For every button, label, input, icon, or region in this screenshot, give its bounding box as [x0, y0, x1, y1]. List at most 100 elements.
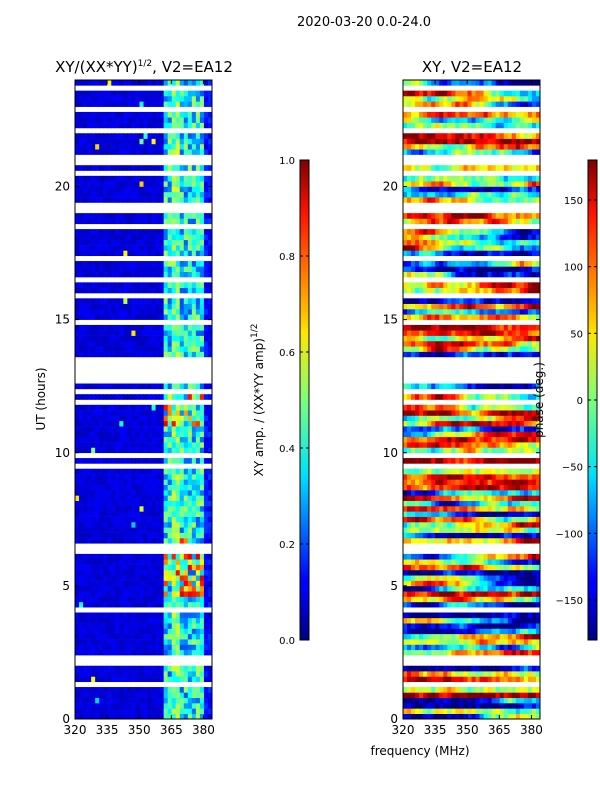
right-heatmap-cell: [511, 394, 517, 400]
left-heatmap-cell: [191, 298, 197, 304]
left-heatmap-cell: [175, 175, 181, 182]
left-heatmap-cell: [151, 149, 156, 155]
right-heatmap-cell: [527, 612, 533, 619]
left-heatmap-cell: [187, 692, 193, 699]
left-heatmap-cell: [195, 197, 201, 203]
right-heatmap-cell: [407, 687, 412, 693]
left-heatmap-cell: [135, 601, 140, 608]
left-heatmap-cell: [103, 186, 108, 193]
right-heatmap-cell: [455, 431, 460, 438]
left-heatmap-cell: [87, 474, 92, 480]
left-heatmap-cell: [183, 133, 189, 139]
right-heatmap-cell: [455, 474, 460, 480]
left-heatmap-cell: [111, 191, 116, 198]
right-heatmap-cell: [515, 671, 521, 677]
left-heatmap-cell: [143, 697, 148, 704]
right-heatmap-cell: [455, 591, 460, 597]
right-heatmap-cell: [483, 458, 489, 464]
left-heatmap-cell: [147, 511, 152, 517]
left-heatmap-cell: [151, 218, 156, 225]
right-heatmap-cell: [475, 713, 480, 720]
right-heatmap-cell: [515, 575, 521, 581]
left-heatmap-cell: [155, 101, 161, 107]
left-heatmap-cell: [147, 649, 152, 656]
right-heatmap-cell: [503, 644, 509, 651]
left-heatmap-cell: [99, 490, 104, 496]
left-heatmap-cell: [79, 500, 84, 507]
left-heatmap-cell: [175, 676, 181, 683]
left-heatmap-cell: [143, 580, 148, 587]
left-heatmap-cell: [155, 303, 161, 310]
right-heatmap-cell: [419, 559, 424, 565]
right-heatmap-cell: [531, 623, 537, 629]
left-heatmap-cell: [207, 713, 213, 720]
left-heatmap-cell: [175, 80, 181, 86]
right-heatmap-cell: [435, 447, 440, 454]
left-heatmap-cell: [107, 458, 112, 464]
left-heatmap-cell: [183, 521, 189, 528]
left-heatmap-cell: [91, 479, 96, 486]
left-heatmap-cell: [119, 468, 124, 475]
left-heatmap-cell: [151, 415, 156, 422]
right-heatmap-cell: [511, 431, 517, 438]
right-heatmap-cell: [451, 420, 456, 427]
left-heatmap-cell: [139, 351, 144, 358]
right-heatmap-cell: [411, 703, 416, 709]
left-heatmap-cell: [107, 474, 112, 480]
left-heatmap-cell: [179, 612, 185, 619]
left-heatmap-cell: [187, 500, 193, 507]
right-heatmap-cell: [403, 442, 408, 448]
left-heatmap-cell: [99, 639, 104, 645]
left-x-tick-label: 320: [64, 723, 87, 737]
right-heatmap-cell: [523, 575, 529, 581]
left-heatmap-cell: [107, 133, 112, 139]
left-heatmap-cell: [179, 410, 185, 416]
left-heatmap-cell: [183, 410, 189, 416]
left-heatmap-cell: [147, 617, 152, 624]
left-heatmap-cell: [103, 633, 108, 640]
left-heatmap-cell: [103, 559, 108, 565]
left-heatmap-cell: [99, 138, 104, 145]
left-heatmap-cell: [187, 569, 193, 576]
left-heatmap-cell: [147, 410, 152, 416]
left-heatmap-cell: [187, 346, 193, 352]
left-heatmap-cell: [131, 218, 136, 225]
left-heatmap-cell: [95, 559, 100, 565]
left-heatmap-cell: [79, 532, 84, 539]
left-heatmap-cell: [127, 612, 132, 619]
left-heatmap-cell: [203, 601, 209, 608]
left-heatmap-cell: [203, 521, 209, 528]
left-heatmap-cell: [111, 420, 116, 427]
left-heatmap-cell: [175, 479, 181, 486]
right-heatmap-cell: [495, 420, 501, 427]
left-heatmap-cell: [151, 101, 156, 107]
left-heatmap-cell: [139, 511, 144, 517]
left-heatmap-cell: [87, 436, 92, 443]
left-heatmap-cell: [195, 697, 201, 704]
left-heatmap-cell: [75, 404, 80, 411]
right-heatmap-cell: [499, 420, 505, 427]
left-heatmap-cell: [195, 628, 201, 635]
right-heatmap-cell: [407, 474, 412, 480]
right-heatmap-cell: [527, 585, 533, 592]
right-heatmap-cell: [431, 692, 436, 699]
left-heatmap-cell: [119, 479, 124, 486]
right-heatmap-cell: [507, 596, 513, 603]
left-heatmap-cell: [87, 314, 92, 320]
left-heatmap-cell: [91, 676, 96, 683]
left-heatmap-cell: [171, 564, 177, 571]
right-heatmap-cell: [423, 490, 428, 496]
right-heatmap-cell: [479, 383, 484, 390]
left-heatmap-cell: [103, 537, 108, 544]
left-heatmap-cell: [75, 575, 80, 581]
left-heatmap-cell: [79, 415, 84, 422]
right-heatmap-cell: [523, 431, 529, 438]
right-heatmap-cell: [427, 420, 432, 427]
left-heatmap-cell: [159, 692, 165, 699]
left-heatmap-cell: [151, 601, 156, 608]
right-heatmap-cell: [519, 484, 525, 491]
right-heatmap-cell: [499, 671, 505, 677]
right-heatmap-cell: [531, 564, 537, 571]
left-heatmap-cell: [127, 181, 132, 187]
left-heatmap-cell: [75, 612, 80, 619]
